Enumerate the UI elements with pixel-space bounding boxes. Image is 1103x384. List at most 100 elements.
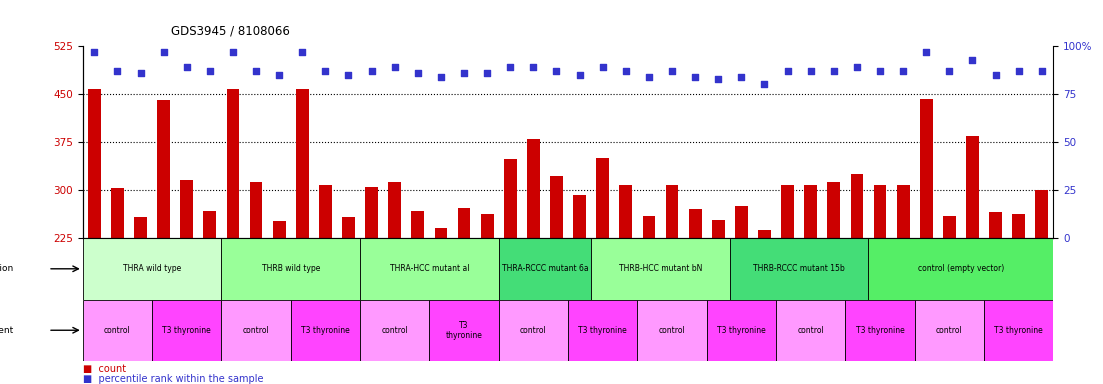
Point — [548, 68, 566, 74]
Text: control: control — [243, 326, 269, 335]
Point — [871, 68, 889, 74]
Point — [270, 72, 288, 78]
Bar — [827, 182, 840, 238]
Bar — [296, 89, 309, 238]
Bar — [804, 185, 817, 238]
Point — [663, 68, 681, 74]
Point — [154, 49, 172, 55]
Bar — [435, 228, 448, 238]
Text: ■  count: ■ count — [83, 364, 126, 374]
Bar — [1013, 214, 1025, 238]
Bar — [504, 159, 516, 238]
Point — [409, 70, 427, 76]
Point — [756, 81, 773, 88]
Text: ■  percentile rank within the sample: ■ percentile rank within the sample — [83, 374, 264, 384]
Text: T3 thyronine: T3 thyronine — [717, 326, 765, 335]
Bar — [222, 238, 360, 300]
Point — [479, 70, 496, 76]
Point — [340, 72, 357, 78]
Point — [525, 64, 543, 70]
Point — [964, 56, 982, 63]
Text: genotype/variation: genotype/variation — [0, 264, 13, 273]
Point — [617, 68, 634, 74]
Bar — [83, 300, 152, 361]
Point — [732, 74, 750, 80]
Bar — [429, 300, 499, 361]
Bar — [527, 139, 539, 238]
Text: control: control — [936, 326, 963, 335]
Point — [201, 68, 218, 74]
Bar — [226, 89, 239, 238]
Bar — [597, 158, 609, 238]
Bar — [874, 185, 887, 238]
Point — [1010, 68, 1028, 74]
Bar — [781, 185, 794, 238]
Point — [802, 68, 820, 74]
Bar — [499, 238, 591, 300]
Bar — [135, 217, 147, 238]
Point — [640, 74, 657, 80]
Bar — [360, 300, 429, 361]
Point — [317, 68, 334, 74]
Bar — [272, 221, 286, 238]
Bar — [158, 101, 170, 238]
Text: control: control — [797, 326, 824, 335]
Bar — [568, 300, 638, 361]
Bar — [591, 238, 730, 300]
Text: T3
thyronine: T3 thyronine — [446, 321, 482, 340]
Bar — [730, 238, 868, 300]
Point — [432, 74, 450, 80]
Bar — [411, 210, 425, 238]
Point — [825, 68, 843, 74]
Point — [686, 74, 704, 80]
Bar — [638, 300, 707, 361]
Point — [386, 64, 404, 70]
Text: T3 thyronine: T3 thyronine — [578, 326, 628, 335]
Bar — [203, 210, 216, 238]
Point — [987, 72, 1005, 78]
Point — [941, 68, 959, 74]
Bar — [360, 238, 499, 300]
Bar — [707, 300, 777, 361]
Point — [293, 49, 311, 55]
Bar — [342, 217, 355, 238]
Bar — [365, 187, 378, 238]
Point — [895, 68, 912, 74]
Bar — [897, 185, 910, 238]
Point — [1034, 68, 1051, 74]
Bar — [850, 174, 864, 238]
Text: THRB-RCCC mutant 15b: THRB-RCCC mutant 15b — [753, 264, 845, 273]
Bar — [291, 300, 360, 361]
Point — [247, 68, 265, 74]
Text: control: control — [104, 326, 131, 335]
Text: control: control — [520, 326, 547, 335]
Text: THRA wild type: THRA wild type — [122, 264, 181, 273]
Bar — [688, 209, 702, 238]
Point — [502, 64, 520, 70]
Text: GDS3945 / 8108066: GDS3945 / 8108066 — [171, 25, 290, 38]
Point — [918, 49, 935, 55]
Bar — [711, 220, 725, 238]
Point — [570, 72, 588, 78]
Text: control: control — [382, 326, 408, 335]
Bar — [943, 216, 955, 238]
Bar — [1036, 190, 1048, 238]
Bar — [181, 180, 193, 238]
Bar — [458, 208, 470, 238]
Bar — [152, 300, 222, 361]
Bar — [249, 182, 263, 238]
Bar — [574, 195, 586, 238]
Bar — [758, 230, 771, 238]
Text: control: control — [658, 326, 685, 335]
Bar — [388, 182, 401, 238]
Bar — [550, 176, 563, 238]
Bar — [499, 300, 568, 361]
Point — [848, 64, 866, 70]
Bar — [666, 185, 678, 238]
Text: THRB-HCC mutant bN: THRB-HCC mutant bN — [619, 264, 703, 273]
Bar — [868, 238, 1053, 300]
Bar — [989, 212, 1002, 238]
Bar — [620, 185, 632, 238]
Point — [456, 70, 473, 76]
Point — [224, 49, 242, 55]
